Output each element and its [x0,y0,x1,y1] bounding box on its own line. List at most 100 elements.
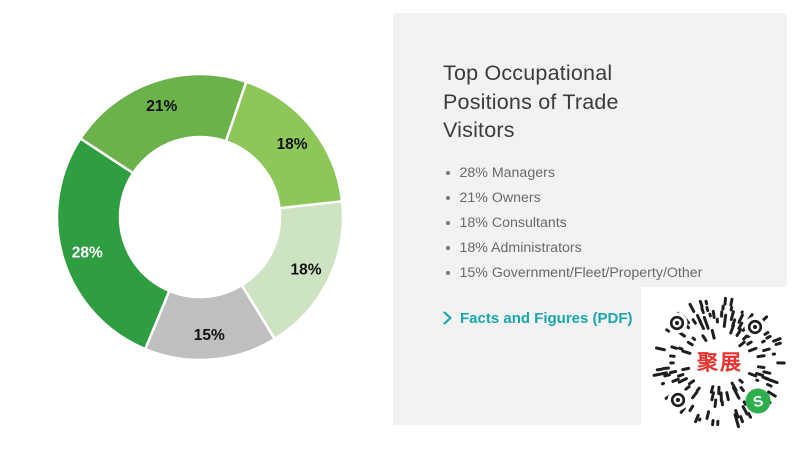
donut-label: 15% [194,327,225,344]
qr-dash [722,313,728,328]
qr-dash [688,404,695,413]
list-item-label: 21% Owners [459,190,541,206]
qr-code-box: 聚展 S [641,287,800,445]
qr-dash [723,296,728,306]
donut-label: 21% [146,98,177,115]
qr-dash [695,314,703,324]
qr-dash [691,318,697,325]
qr-dash [742,400,748,406]
qr-dash [681,349,692,355]
qr-logo-letter-icon: S [752,393,765,412]
qr-dash [694,413,700,424]
qr-dash [729,297,734,307]
qr-dash [721,304,725,311]
pdf-link-label: Facts and Figures (PDF) [460,309,633,327]
qr-dash [747,411,753,419]
list-item-label: 28% Managers [459,165,555,181]
list-item: 18% Administrators [443,236,743,261]
qr-dash [686,340,694,347]
qr-dash [711,309,716,319]
qr-dash [739,415,744,424]
qr-dash [737,321,744,330]
list-item-label: 18% Administrators [459,240,582,256]
qr-dash [739,386,745,393]
qr-dash [765,334,772,340]
qr-dash [710,391,715,402]
stats-list: 28% Managers 21% Owners 18% Consultants … [443,161,743,286]
qr-dash [671,377,680,383]
qr-logo-badge [745,388,771,414]
qr-dash [732,386,741,400]
qr-dash [691,336,697,342]
qr-dash [669,361,675,365]
qr-dash [766,382,773,388]
qr-finder-dot [675,397,681,403]
facts-and-figures-pdf-link[interactable]: Facts and Figures (PDF) [443,310,633,327]
qr-dash [733,413,740,429]
qr-dash [688,302,696,313]
qr-dash [729,310,735,321]
qr-dash [708,312,712,318]
qr-dash [755,371,765,377]
qr-dash [710,329,716,340]
bullet-icon [446,171,450,175]
qr-dash [700,306,705,315]
qr-finder-dot [752,324,758,330]
qr-dash [705,305,710,313]
qr-dash [729,305,734,312]
qr-code: 聚展 S [652,296,786,429]
qr-dash [684,385,691,391]
qr-dash [677,346,684,351]
qr-dash [762,347,771,353]
list-item: 21% Owners [443,186,743,211]
list-item: 18% Consultants [443,211,743,236]
qr-finder-ring [747,319,763,335]
qr-dash [709,385,715,394]
qr-dash [740,310,744,314]
qr-dash [719,391,723,403]
qr-dash [701,334,708,342]
qr-dash [738,340,746,348]
donut-segment-managers [55,137,171,351]
qr-dash [677,377,688,384]
qr-dash [705,410,711,420]
qr-dash [668,370,678,375]
qr-dash [767,390,777,398]
qr-dash [772,337,782,343]
qr-dash [681,366,691,372]
donut-label: 18% [290,261,321,278]
qr-dash [746,340,753,346]
donut-chart-area: 28% 21% 18% 18% 15% [0,0,400,445]
info-panel: Top Occupational Positions of Trade Visi… [393,13,787,425]
qr-dash [711,418,715,427]
qr-dash [698,417,702,422]
qr-dash [774,341,782,346]
qr-dash [669,354,676,358]
qr-dash [661,366,670,371]
qr-dash [747,372,758,378]
bullet-icon [446,271,450,275]
qr-dash [747,346,758,353]
qr-dash [725,391,730,402]
qr-dash [731,318,737,328]
list-item-label: 15% Government/Fleet/Property/Other [459,265,703,281]
donut-label: 18% [277,136,308,153]
qr-dash [676,373,685,378]
bullet-icon [446,221,450,225]
qr-dash [762,370,772,375]
qr-dash [720,400,724,407]
title-line-3: Visitors [443,118,515,142]
chevron-right-icon [443,311,452,325]
qr-dash [652,371,668,377]
list-item: 28% Managers [443,161,743,186]
qr-dash [734,409,740,419]
qr-finder-ring [669,315,685,331]
qr-dash [716,419,720,427]
qr-dash [704,299,709,306]
qr-dash [735,328,743,337]
donut-segment-government-fleet-property-other [144,283,276,362]
qr-dash [776,361,786,365]
qr-dash [679,406,686,414]
qr-dash [763,376,779,385]
donut-chart: 28% 21% 18% 18% 15% [55,72,345,362]
